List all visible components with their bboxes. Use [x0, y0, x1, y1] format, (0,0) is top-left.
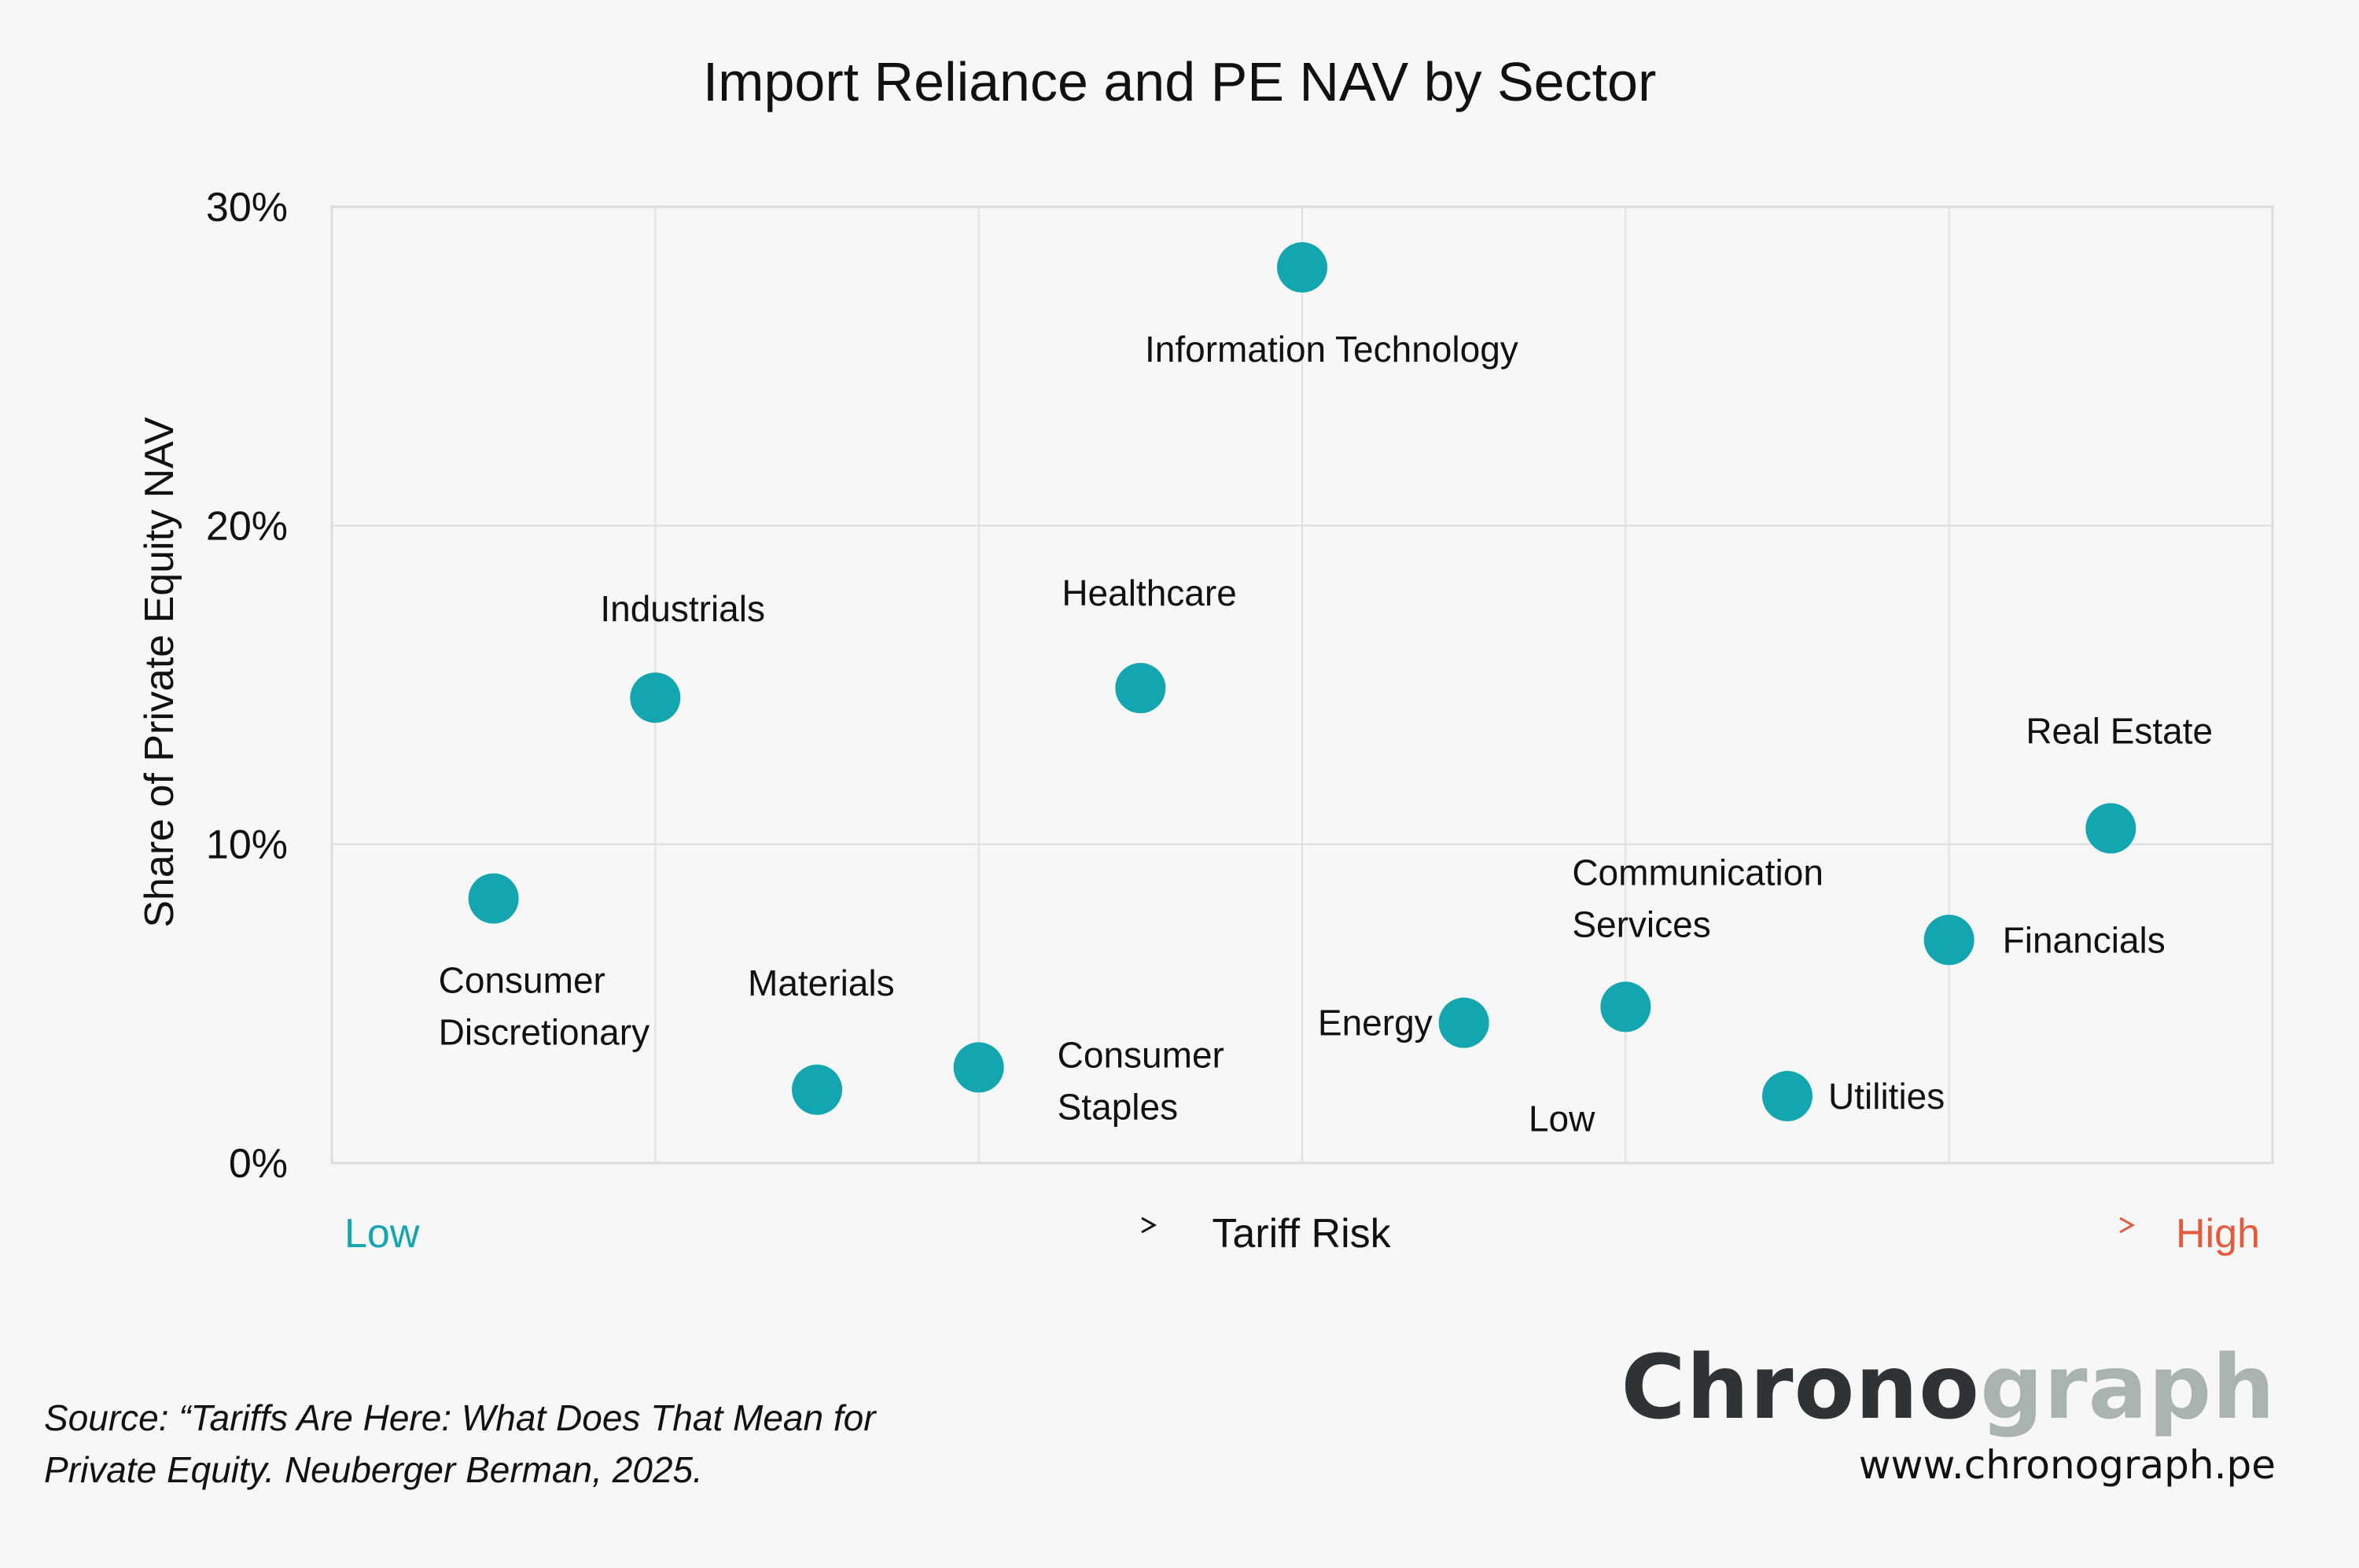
chronograph-logo: Chronograph: [1621, 1337, 2276, 1439]
data-point: [630, 672, 681, 723]
point-label: Consumer: [439, 960, 605, 1001]
brand-block: Chronograph www.chronograph.pe: [1621, 1337, 2276, 1488]
data-point: [1115, 663, 1166, 714]
point-label: Information Technology: [1145, 329, 1518, 370]
data-point: [1600, 981, 1651, 1032]
point-label: Staples: [1058, 1086, 1178, 1127]
y-tick-labels: 0% 10% 20% 30%: [206, 185, 288, 1187]
y-tick-label: 10%: [206, 823, 288, 868]
point-label: Materials: [748, 963, 895, 1003]
data-point: [2085, 803, 2136, 854]
point-label: Healthcare: [1062, 572, 1236, 613]
point-label: Financials: [2003, 919, 2166, 960]
x-axis-low-label: Low: [344, 1211, 420, 1257]
data-point: [468, 873, 519, 924]
arrowhead-left-icon: [1141, 1216, 1157, 1234]
y-tick-label: 30%: [206, 185, 288, 230]
data-point: [1277, 242, 1327, 293]
y-axis-label: Share of Private Equity NAV: [137, 417, 182, 928]
source-line-2: Private Equity. Neuberger Berman, 2025.: [44, 1449, 703, 1490]
point-label: Utilities: [1828, 1076, 1945, 1117]
point-label: Energy: [1318, 1003, 1433, 1043]
logo-light-part: graph: [1980, 1337, 2276, 1439]
data-point: [1762, 1070, 1812, 1121]
y-tick-label: 20%: [206, 503, 288, 549]
x-axis-label: Tariff Risk: [1212, 1211, 1391, 1257]
x-axis-high-label: High: [2176, 1211, 2260, 1257]
point-label: Industrials: [600, 588, 765, 629]
y-tick-label: 0%: [229, 1141, 288, 1187]
point-labels: Consumer Discretionary Industrials Material…: [439, 329, 2213, 1127]
point-label: Communication: [1572, 852, 1824, 893]
annotation-label: Low: [1529, 1098, 1595, 1139]
logo-dark-part: Chrono: [1621, 1337, 1981, 1439]
data-point: [1923, 915, 1974, 966]
source-line-1: Source: “Tariffs Are Here: What Does Tha…: [44, 1397, 876, 1438]
brand-url: www.chronograph.pe: [1858, 1442, 2276, 1488]
point-label: Consumer: [1058, 1034, 1224, 1075]
source-note: Source: “Tariffs Are Here: What Does Tha…: [44, 1392, 1066, 1496]
data-point: [792, 1064, 842, 1115]
point-label: Services: [1572, 904, 1710, 944]
data-points: [468, 242, 2136, 1121]
annotations: Low: [1529, 1098, 1595, 1139]
chart-title: Import Reliance and PE NAV by Sector: [703, 51, 1657, 112]
point-label: Real Estate: [2026, 710, 2213, 751]
data-point: [1438, 997, 1489, 1048]
point-label: Discretionary: [439, 1012, 650, 1053]
arrowhead-right-icon: [2119, 1216, 2136, 1234]
data-point: [953, 1042, 1004, 1093]
